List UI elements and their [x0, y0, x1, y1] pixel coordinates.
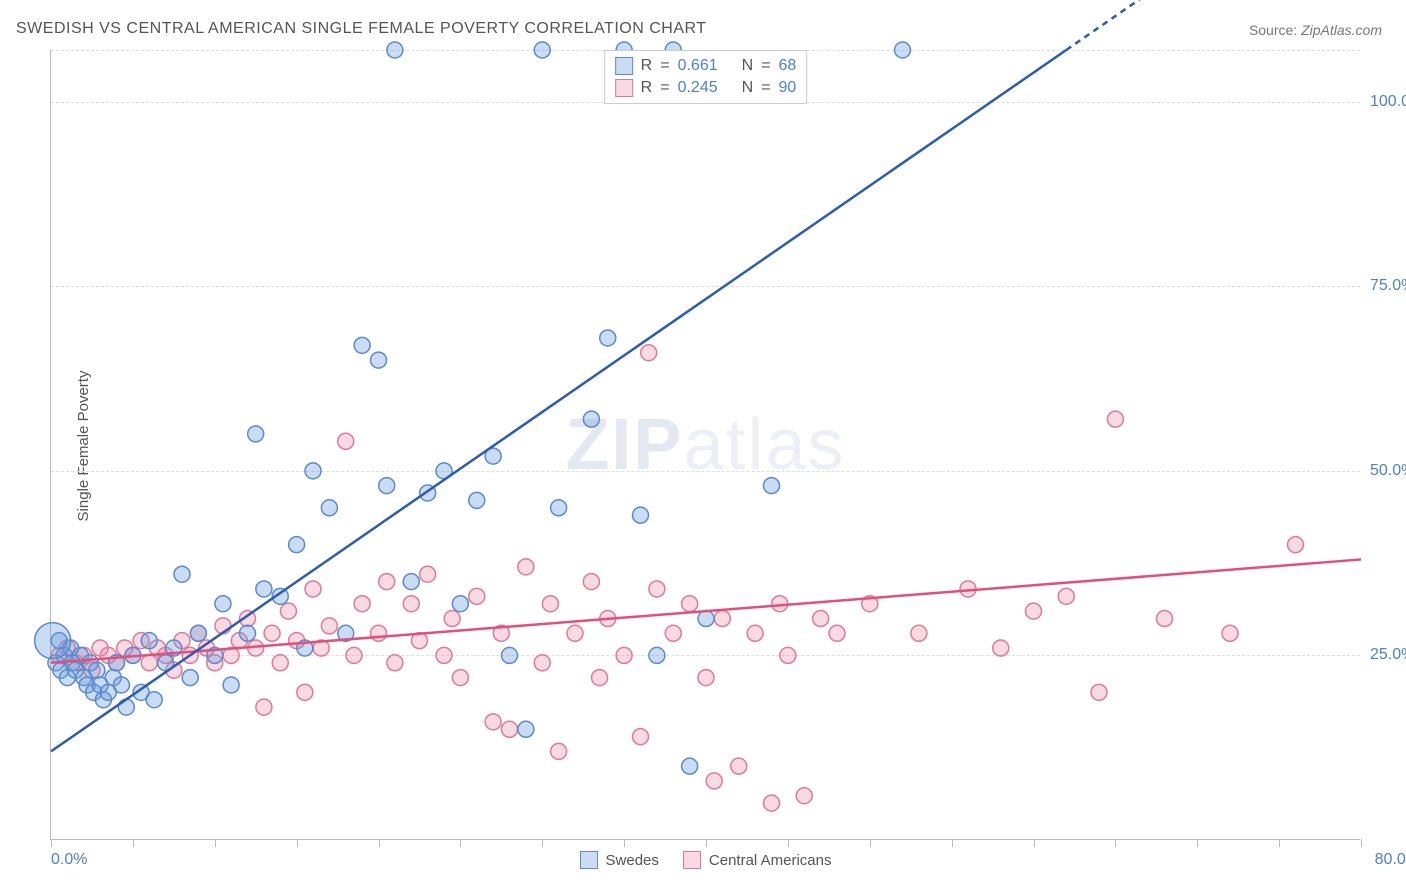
equals-sign: =: [660, 79, 669, 97]
n-label: N: [742, 79, 754, 97]
chart-title: SWEDISH VS CENTRAL AMERICAN SINGLE FEMAL…: [16, 20, 707, 38]
legend-row-central-americans: R = 0.245 N = 90: [615, 77, 797, 99]
correlation-chart: SWEDISH VS CENTRAL AMERICAN SINGLE FEMAL…: [0, 0, 1406, 892]
legend-item-swedes: Swedes: [580, 851, 659, 869]
central-americans-label: Central Americans: [709, 852, 832, 869]
swedes-swatch: [580, 851, 598, 869]
y-tick-label: 100.0%: [1370, 93, 1406, 111]
central-americans-n-value: 90: [779, 79, 797, 97]
source-label: Source:: [1249, 22, 1297, 38]
source-attribution: Source: ZipAtlas.com: [1249, 22, 1382, 38]
equals-sign: =: [761, 79, 770, 97]
y-tick-label: 50.0%: [1370, 462, 1406, 480]
plot-area: ZIPatlas 25.0%50.0%75.0%100.0% 0.0% 80.0…: [50, 50, 1360, 840]
swedes-swatch: [615, 57, 633, 75]
scatter-svg: [51, 50, 1360, 839]
r-label: R: [641, 57, 653, 75]
swedes-n-value: 68: [779, 57, 797, 75]
equals-sign: =: [761, 57, 770, 75]
central-americans-swatch: [683, 851, 701, 869]
r-label: R: [641, 79, 653, 97]
correlation-legend: R = 0.661 N = 68 R = 0.245 N = 90: [604, 50, 808, 104]
swedes-label: Swedes: [606, 852, 659, 869]
y-tick-label: 75.0%: [1370, 277, 1406, 295]
swedes-r-value: 0.661: [678, 57, 718, 75]
legend-item-central-americans: Central Americans: [683, 851, 832, 869]
x-axis-min-label: 0.0%: [51, 851, 87, 869]
central-americans-r-value: 0.245: [678, 79, 718, 97]
legend-row-swedes: R = 0.661 N = 68: [615, 55, 797, 77]
series-legend: Swedes Central Americans: [580, 851, 832, 869]
source-value: ZipAtlas.com: [1301, 22, 1382, 38]
central-americans-swatch: [615, 79, 633, 97]
equals-sign: =: [660, 57, 669, 75]
n-label: N: [742, 57, 754, 75]
y-tick-label: 25.0%: [1370, 646, 1406, 664]
x-axis-max-label: 80.0%: [1375, 851, 1406, 869]
